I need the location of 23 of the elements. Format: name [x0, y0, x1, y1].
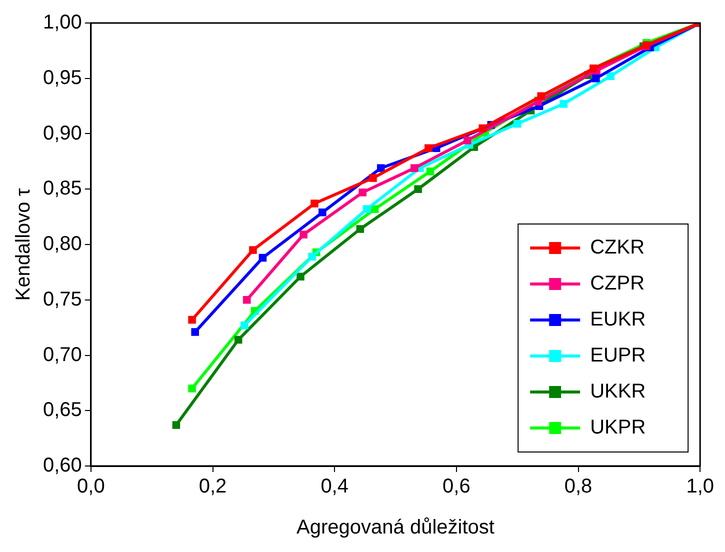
y-axis-title: Kendallovo τ [12, 188, 35, 301]
legend-label: EUKR [590, 308, 646, 331]
y-tick-label: 0,85 [42, 178, 82, 200]
legend-label: UKPR [590, 416, 646, 439]
y-tick-label: 0,70 [42, 344, 82, 366]
y-tick-label: 0,90 [42, 122, 82, 144]
x-tick-label: 1,0 [686, 476, 714, 498]
y-tick-label: 0,80 [42, 233, 82, 256]
y-tick-label: 1,00 [42, 12, 82, 34]
y-tick-label: 0,95 [42, 66, 82, 89]
x-tick-label: 0,8 [564, 476, 592, 498]
y-tick-label: 0,65 [42, 399, 82, 422]
legend-label: UKKR [590, 380, 646, 403]
x-tick-label: 0,6 [442, 476, 470, 498]
y-tick-label: 0,60 [42, 454, 82, 477]
x-tick-label: 0,0 [77, 476, 105, 498]
y-tick-label: 0,75 [42, 288, 82, 310]
legend-label: CZPR [590, 272, 645, 295]
x-tick-label: 0,4 [320, 476, 348, 498]
x-axis-title: Agregovaná důležitost [296, 516, 495, 539]
legend-label: EUPR [590, 344, 646, 367]
legend-label: CZKR [590, 236, 645, 259]
x-tick-label: 0,2 [198, 476, 227, 498]
